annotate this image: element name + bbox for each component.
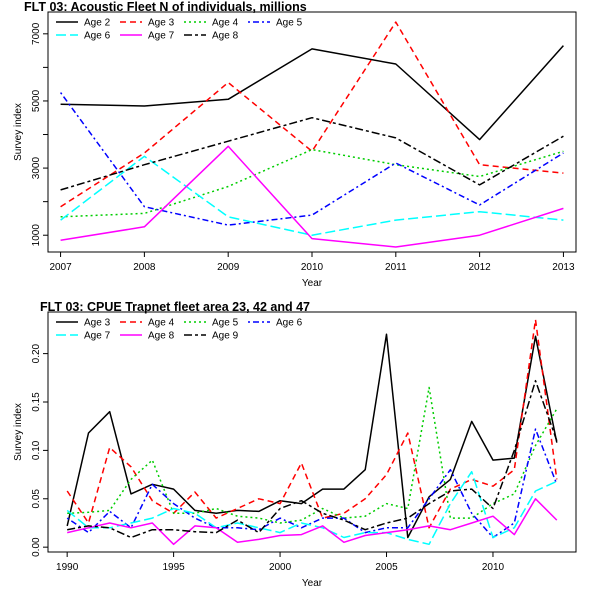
x-tick-label: 2010 [301,262,324,273]
legend-entry: Age 3 [84,318,111,329]
series-line-age-7 [60,145,564,248]
cpue-trapnet-chart: FLT 03: CPUE Trapnet fleet area 23, 42 a… [13,300,577,589]
x-tick-label: 2012 [468,262,491,273]
x-tick-label: 2005 [375,562,398,573]
series-lines [59,21,564,248]
x-tick-label: 2013 [552,262,575,273]
y-axis-label: Survey index [13,103,24,161]
legend-entry: Age 6 [84,31,111,42]
x-tick-label: 2011 [385,262,407,273]
x-axis-label: Year [302,278,323,289]
series-line-age-8 [60,116,564,191]
series-line-age-3 [66,333,558,539]
y-tick-label: 0.05 [31,489,42,509]
y-axis: 1000 3000 5000 7000 [31,22,48,246]
x-axis: 1990 1995 2000 2005 2010 [56,552,505,573]
x-tick-label: 2008 [133,262,156,273]
series-line-age-7 [66,470,558,546]
series-lines [66,318,558,546]
legend-entry: Age 7 [148,31,175,42]
y-tick-label: 1000 [31,224,42,247]
chart-title: FLT 03: CPUE Trapnet fleet area 23, 42 a… [40,300,310,314]
series-line-age-2 [60,45,564,141]
plot-frame [47,311,577,553]
x-tick-label: 2000 [269,562,292,573]
y-tick-label: 7000 [31,22,42,45]
series-line-age-9 [67,379,558,539]
x-tick-label: 2007 [49,262,72,273]
y-tick-label: 0.15 [31,392,42,412]
y-axis-label: Survey index [13,403,24,461]
acoustic-fleet-chart: FLT 03: Acoustic Fleet N of individuals,… [13,0,577,289]
y-tick-label: 0.10 [31,440,42,460]
legend-entry: Age 9 [212,331,239,342]
series-line-age-6 [66,428,558,539]
x-tick-label: 1995 [162,562,185,573]
x-tick-label: 2009 [217,262,240,273]
y-axis: 0.00 0.05 0.10 0.15 0.20 [31,343,48,557]
legend-entry: Age 4 [212,18,239,29]
series-line-age-5 [59,92,564,226]
chart-title: FLT 03: Acoustic Fleet N of individuals,… [24,0,307,14]
legend-entry: Age 2 [84,18,111,29]
x-tick-label: 2010 [482,562,505,573]
legend-entry: Age 8 [148,331,175,342]
legend-entry: Age 5 [276,18,303,29]
legend-entry: Age 4 [148,318,175,329]
x-axis: 2007 2008 2009 2010 2011 2012 2013 [49,252,575,273]
legend: Age 2 Age 3 Age 4 Age 5 Age 6 Age 7 Age 8 [56,18,303,42]
y-tick-label: 0.20 [31,343,42,363]
series-line-age-8 [67,498,558,546]
legend-entry: Age 3 [148,18,175,29]
legend-entry: Age 8 [212,31,239,42]
y-tick-label: 5000 [31,89,42,112]
x-axis-label: Year [302,578,323,589]
x-tick-label: 1990 [56,562,79,573]
y-tick-label: 3000 [31,157,42,180]
series-line-age-6 [60,155,564,236]
y-tick-label: 0.00 [31,537,42,557]
legend-entry: Age 5 [212,318,239,329]
legend-entry: Age 6 [276,318,303,329]
legend-entry: Age 7 [84,331,111,342]
legend: Age 3 Age 4 Age 5 Age 6 Age 7 Age 8 Age 9 [56,318,303,342]
